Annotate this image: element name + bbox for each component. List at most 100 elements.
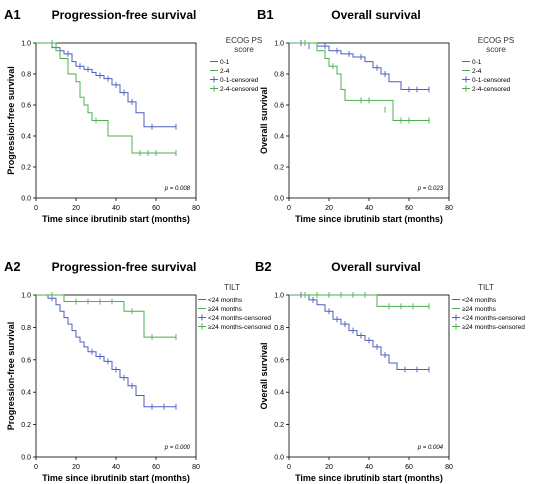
legend-label: 0-1: [472, 59, 482, 66]
plot-frame: [288, 294, 450, 458]
survival-curve-series-1: [36, 42, 176, 128]
chart-title: Progression-free survival: [52, 8, 197, 22]
survival-curve-series-2: [289, 294, 429, 307]
x-axis-label: Time since ibrutinib start (months): [42, 214, 190, 224]
y-tick-label: 0.4: [21, 134, 31, 141]
y-tick-label: 0.0: [274, 455, 284, 462]
y-tick-label: 0.2: [21, 165, 31, 172]
x-tick-label: 80: [445, 464, 453, 471]
y-tick-label: 0.0: [21, 455, 31, 462]
legend-title: ECOG PS: [226, 36, 262, 45]
x-tick-label: 60: [405, 464, 413, 471]
chart-title: Overall survival: [331, 260, 420, 274]
x-tick-label: 80: [192, 205, 200, 212]
survival-curve-series-1: [289, 42, 429, 90]
y-tick-label: 0.4: [21, 390, 31, 397]
legend-label: ≥24 months-censored: [208, 324, 271, 331]
legend-label: ≥24 months: [462, 306, 497, 313]
y-axis-label: Overall survival: [259, 342, 269, 409]
legend-label: <24 months: [208, 297, 243, 304]
x-tick-label: 0: [287, 205, 291, 212]
legend-label: 2-4: [220, 68, 230, 75]
legend: TILT <24 months ≥24 months <24 months-censo…: [452, 283, 525, 331]
y-tick-label: 0.0: [21, 196, 31, 203]
p-value: p = 0.000: [164, 445, 191, 451]
y-tick-label: 0.6: [21, 357, 31, 364]
y-tick-label: 1.0: [21, 41, 31, 48]
legend-label: 2-4: [472, 68, 482, 75]
legend-title: score: [486, 45, 506, 54]
legend-label: 0-1-censored: [472, 77, 511, 84]
y-axis-label: Progression-free survival: [6, 66, 16, 175]
x-axis-label: Time since ibrutinib start (months): [42, 473, 190, 483]
x-tick-label: 60: [152, 464, 160, 471]
y-tick-label: 0.6: [21, 103, 31, 110]
panel-b2: B2 Overall survival 0.0 0.2 0.4 0.6 0.8 1.0 0 20 4…: [255, 259, 525, 483]
y-axis-label: Progression-free survival: [6, 322, 16, 431]
panel-label: A1: [4, 7, 21, 22]
legend-label: <24 months-censored: [208, 315, 271, 322]
p-value: p = 0.004: [417, 445, 444, 451]
legend: TILT <24 months ≥24 months <24 months-censo…: [198, 283, 271, 331]
y-tick-label: 0.4: [274, 134, 284, 141]
y-tick-label: 0.8: [274, 325, 284, 332]
legend-label: ≥24 months-censored: [462, 324, 525, 331]
y-tick-label: 1.0: [274, 293, 284, 300]
legend-title: ECOG PS: [478, 36, 514, 45]
plot-frame: [35, 42, 197, 199]
legend-label: 0-1: [220, 59, 230, 66]
y-tick-label: 0.2: [274, 422, 284, 429]
x-tick-label: 20: [325, 464, 333, 471]
x-tick-label: 40: [112, 205, 120, 212]
y-tick-label: 0.8: [21, 72, 31, 79]
x-tick-label: 20: [72, 464, 80, 471]
p-value: p = 0.023: [417, 186, 444, 192]
legend-label: 0-1-censored: [220, 77, 259, 84]
panel-a1: A1 Progression-free survival 0.0 0.2 0.4 0.6 0…: [4, 7, 262, 224]
panel-b1: B1 Overall survival 0.0 0.2 0.4 0.6 0.8 1.0 0 20 4…: [257, 7, 514, 224]
y-tick-label: 0.6: [274, 357, 284, 364]
x-tick-label: 0: [34, 205, 38, 212]
x-tick-label: 20: [325, 205, 333, 212]
panel-label: B2: [255, 259, 272, 274]
y-tick-label: 0.6: [274, 103, 284, 110]
legend-label: 2-4-censored: [472, 86, 511, 93]
x-tick-label: 40: [365, 464, 373, 471]
x-tick-label: 0: [34, 464, 38, 471]
survival-curve-series-2: [36, 294, 176, 338]
plot-frame: [35, 294, 197, 458]
x-tick-label: 60: [405, 205, 413, 212]
legend-title: TILT: [224, 283, 240, 292]
x-axis-label: Time since ibrutinib start (months): [295, 473, 443, 483]
legend-label: ≥24 months: [208, 306, 243, 313]
y-axis-label: Overall survival: [259, 87, 269, 154]
x-tick-label: 40: [365, 205, 373, 212]
survival-curve-series-2: [36, 42, 176, 154]
legend-title: TILT: [478, 283, 494, 292]
survival-curve-series-1: [36, 294, 176, 408]
chart-title: Overall survival: [331, 8, 420, 22]
x-tick-label: 80: [445, 205, 453, 212]
legend-label: 2-4-censored: [220, 86, 259, 93]
p-value: p = 0.008: [164, 186, 191, 192]
y-tick-label: 0.4: [274, 390, 284, 397]
x-tick-label: 60: [152, 205, 160, 212]
legend-title: score: [234, 45, 254, 54]
x-axis-label: Time since ibrutinib start (months): [295, 214, 443, 224]
x-tick-label: 80: [192, 464, 200, 471]
panel-a2: A2 Progression-free survival 0.0 0.2 0.4 0.6 0…: [4, 259, 271, 483]
panel-label: B1: [257, 7, 274, 22]
y-tick-label: 1.0: [21, 293, 31, 300]
y-tick-label: 0.2: [274, 165, 284, 172]
y-tick-label: 0.8: [21, 325, 31, 332]
y-tick-label: 0.2: [21, 422, 31, 429]
y-tick-label: 1.0: [274, 41, 284, 48]
x-tick-label: 0: [287, 464, 291, 471]
x-tick-label: 20: [72, 205, 80, 212]
y-tick-label: 0.8: [274, 72, 284, 79]
x-tick-label: 40: [112, 464, 120, 471]
legend-label: <24 months-censored: [462, 315, 525, 322]
y-tick-label: 0.0: [274, 196, 284, 203]
